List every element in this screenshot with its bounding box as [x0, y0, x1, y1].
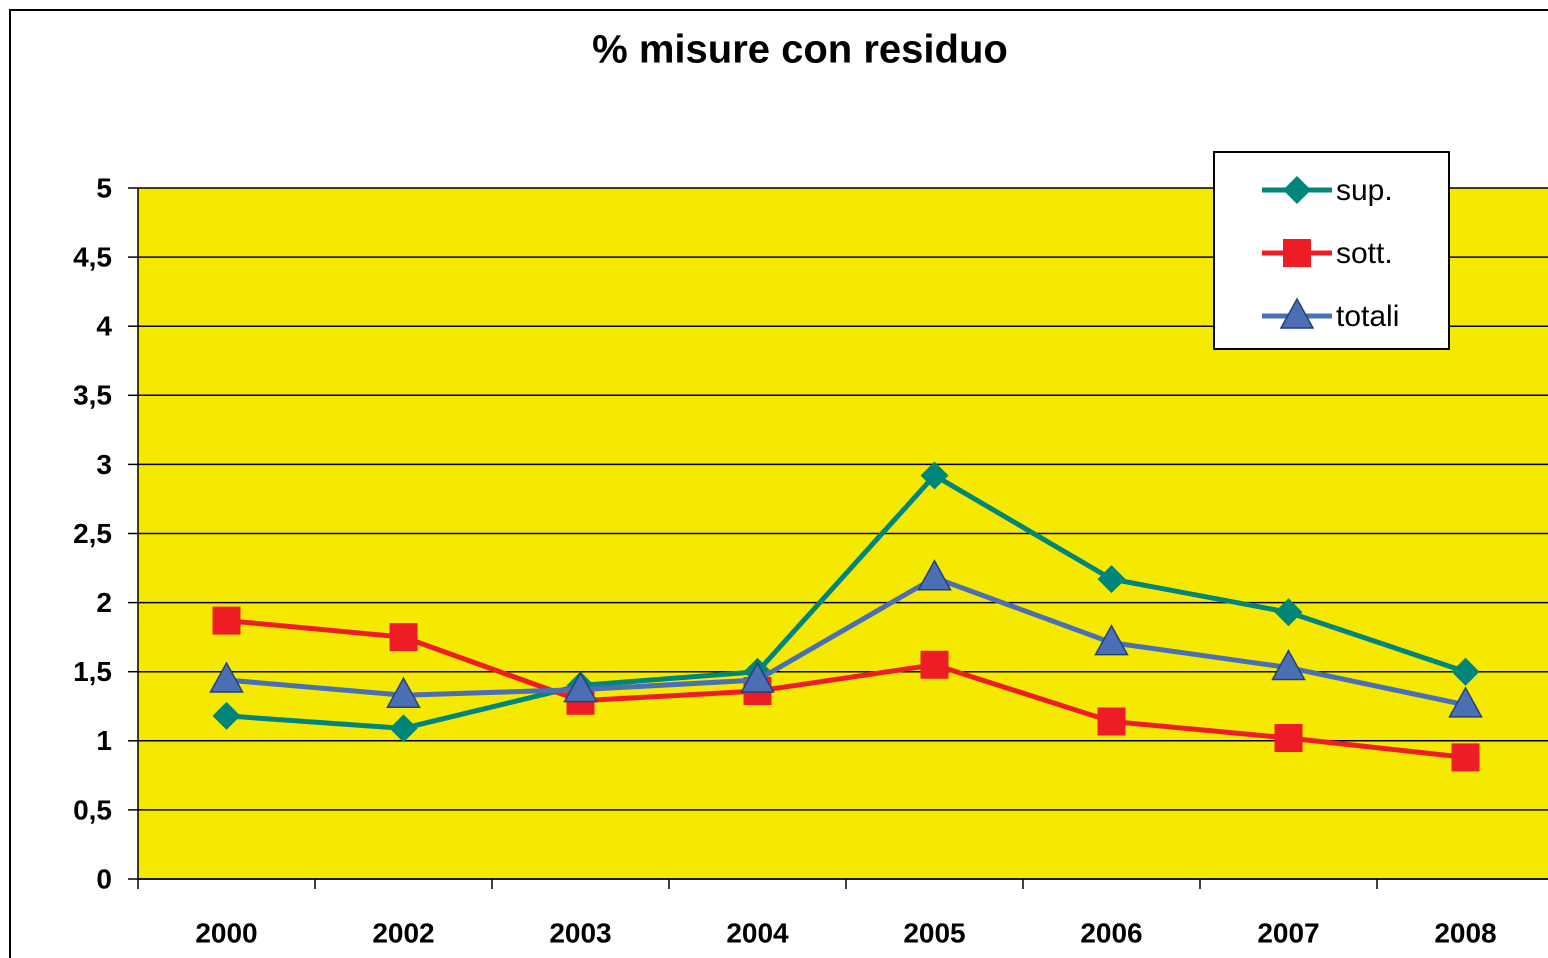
legend-label: totali [1336, 300, 1399, 333]
x-tick-label: 2002 [372, 917, 434, 948]
x-tick-label: 2006 [1080, 917, 1142, 948]
marker [1451, 743, 1480, 772]
marker [1097, 707, 1126, 736]
y-tick-label: 0,5 [73, 794, 112, 825]
legend-label: sup. [1336, 174, 1393, 207]
marker [1271, 649, 1306, 681]
y-tick-label: 4 [96, 311, 112, 342]
y-tick-label: 3 [96, 449, 112, 480]
marker [920, 461, 949, 490]
x-tick-label: 2008 [1434, 917, 1496, 948]
y-tick-label: 2 [96, 587, 112, 618]
marker [1279, 297, 1315, 329]
y-tick-label: 5 [96, 172, 112, 203]
x-tick-label: 2000 [195, 917, 257, 948]
chart-title: % misure con residuo [592, 28, 1008, 72]
x-tick-label: 2004 [726, 917, 789, 948]
marker [1097, 565, 1126, 594]
legend-label: sott. [1336, 237, 1393, 270]
marker [740, 661, 775, 693]
x-tick-label: 2003 [549, 917, 611, 948]
marker [212, 701, 241, 730]
marker [1274, 724, 1303, 753]
marker [386, 676, 421, 708]
y-tick-label: 4,5 [73, 241, 112, 272]
marker [1274, 598, 1303, 627]
marker [1283, 239, 1311, 267]
marker [389, 623, 418, 652]
series-line [226, 618, 1466, 760]
x-tick-label: 2005 [903, 917, 965, 948]
marker [1451, 657, 1480, 686]
marker [1283, 176, 1311, 204]
series-line [226, 574, 1467, 708]
y-tick-label: 1 [96, 725, 112, 756]
y-tick-label: 3,5 [73, 380, 112, 411]
series-line [226, 472, 1467, 731]
marker [920, 650, 949, 679]
marker [212, 606, 241, 635]
x-tick-label: 2007 [1257, 917, 1319, 948]
marker [917, 559, 952, 591]
y-tick-label: 1,5 [73, 656, 112, 687]
marker [1094, 624, 1129, 656]
marker [1448, 686, 1483, 718]
y-tick-label: 0 [96, 863, 112, 894]
marker [389, 714, 418, 743]
marker [563, 671, 598, 703]
y-tick-label: 2,5 [73, 518, 112, 549]
marker [209, 661, 244, 693]
